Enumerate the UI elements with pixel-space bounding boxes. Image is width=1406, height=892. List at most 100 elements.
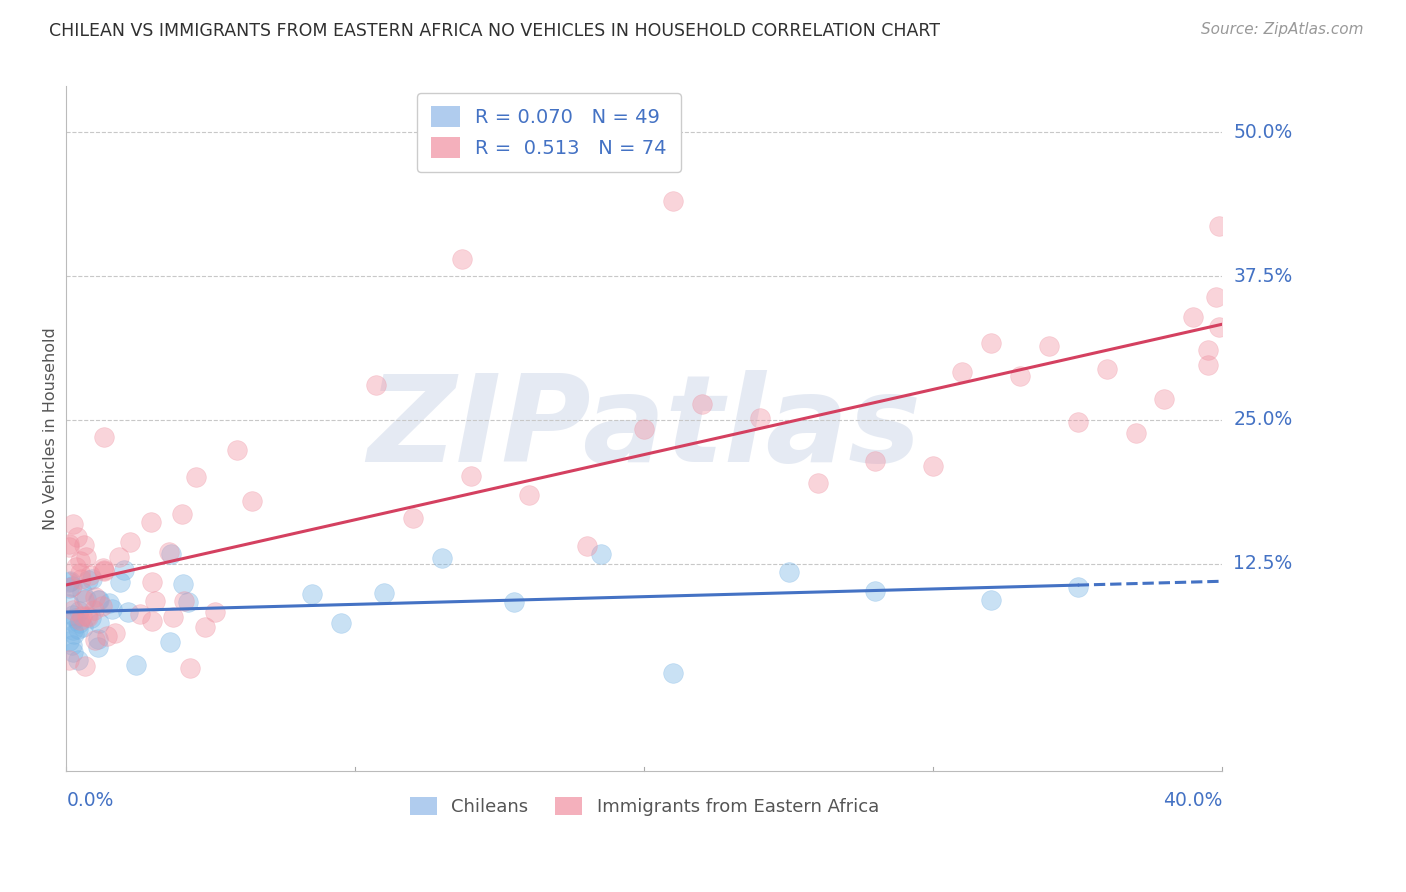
Point [58,634,80,648]
Point [75,550,97,565]
Point [1038,338,1060,352]
Point [91,599,114,613]
Point [173,594,195,608]
Point [75,592,97,607]
Point [807,476,830,491]
Point [451,252,474,266]
Point [778,565,800,579]
Point [179,661,201,675]
Point [72,584,94,599]
Point [96,629,118,643]
Point [633,422,655,436]
Point [58,574,80,589]
Point [87,632,110,647]
Point [141,614,163,628]
Point [177,595,200,609]
Text: 0.0%: 0.0% [66,791,114,811]
Point [104,626,127,640]
Point [1208,219,1230,233]
Point [86,592,108,607]
Point [70,572,93,586]
Point [1067,580,1090,594]
Point [1095,362,1118,376]
Point [950,365,973,379]
Point [87,615,110,630]
Point [83,603,105,617]
Point [82,572,104,586]
Point [373,586,395,600]
Point [112,562,135,576]
Point [159,547,181,561]
Point [157,544,180,558]
Point [60,614,83,628]
Point [690,397,713,411]
Point [980,336,1002,351]
Point [87,640,110,655]
Text: 50.0%: 50.0% [1233,123,1292,142]
Point [58,541,80,555]
Point [193,619,215,633]
Point [66,530,89,544]
Point [83,632,105,647]
Point [1008,368,1031,383]
Point [69,613,91,627]
Text: 25.0%: 25.0% [1233,410,1292,429]
Point [301,587,323,601]
Point [117,605,139,619]
Point [118,535,141,549]
Point [69,554,91,568]
Point [1153,392,1175,406]
Text: ZIPatlas: ZIPatlas [367,370,921,487]
Point [329,615,352,630]
Point [460,469,482,483]
Point [128,607,150,622]
Point [67,615,90,630]
Point [63,611,86,625]
Point [503,595,526,609]
Point [1125,425,1147,440]
Point [58,582,80,596]
Point [93,563,115,577]
Point [73,538,96,552]
Point [186,470,208,484]
Point [575,539,598,553]
Text: 40.0%: 40.0% [1163,791,1222,811]
Point [240,493,263,508]
Point [662,665,685,680]
Point [107,549,129,564]
Point [430,551,453,566]
Point [204,605,226,619]
Point [62,645,84,659]
Point [58,597,80,611]
Point [1205,289,1227,303]
Point [1067,416,1090,430]
Point [101,602,124,616]
Point [65,559,87,574]
Point [364,378,387,392]
Point [1208,319,1230,334]
Point [58,652,80,666]
Point [75,659,97,673]
Point [84,590,107,604]
Point [1197,358,1219,372]
Point [662,194,685,209]
Point [62,603,84,617]
Point [922,459,945,474]
Point [73,593,96,607]
Legend: Chileans, Immigrants from Eastern Africa: Chileans, Immigrants from Eastern Africa [402,789,886,823]
Point [748,411,770,425]
Point [67,622,90,636]
Point [76,608,98,623]
Point [62,607,84,622]
Text: CHILEAN VS IMMIGRANTS FROM EASTERN AFRICA NO VEHICLES IN HOUSEHOLD CORRELATION C: CHILEAN VS IMMIGRANTS FROM EASTERN AFRIC… [49,22,941,40]
Y-axis label: No Vehicles in Household: No Vehicles in Household [44,327,58,530]
Point [80,611,103,625]
Point [79,567,101,582]
Point [865,584,887,599]
Point [1182,310,1205,324]
Point [93,564,115,578]
Point [402,510,425,524]
Point [162,610,184,624]
Point [108,574,131,589]
Point [139,515,162,529]
